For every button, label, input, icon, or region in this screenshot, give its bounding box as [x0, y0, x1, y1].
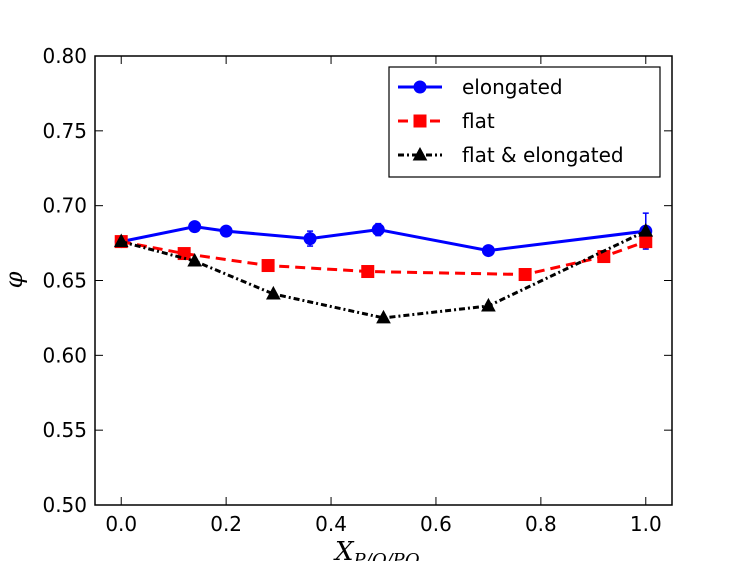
plot-frame [94, 55, 673, 506]
data-point [113, 233, 129, 248]
legend-label: elongated [462, 75, 563, 99]
y-tick-label: 0.75 [42, 119, 87, 143]
legend-entry: flat [398, 109, 495, 133]
legend-marker [413, 80, 427, 94]
data-point [481, 244, 495, 258]
legend-entries: elongated flat flat & elongated [398, 75, 624, 167]
data-point [266, 285, 281, 300]
data-point [188, 220, 202, 234]
y-tick-label: 0.70 [42, 194, 87, 218]
y-tick-label: 0.50 [42, 493, 87, 517]
legend-entry: flat & elongated [398, 143, 624, 167]
data-point [638, 223, 654, 237]
x-tick-label: 0.2 [210, 512, 242, 536]
data-point [219, 224, 233, 238]
data-point [376, 309, 391, 324]
data-point [481, 297, 496, 312]
y-tick-label: 0.55 [42, 418, 87, 442]
legend: elongated flat flat & elongated [388, 66, 661, 178]
x-tick-label: 0.6 [420, 512, 452, 536]
data-point [518, 268, 532, 282]
data-point [303, 232, 317, 246]
data-point [371, 223, 385, 237]
y-tick-label: 0.60 [42, 343, 87, 367]
data-point [187, 252, 203, 267]
series-line [120, 229, 647, 320]
x-tick-label: 0.8 [525, 512, 557, 536]
legend-marker [412, 146, 428, 161]
legend-label: flat [462, 109, 495, 133]
data-point [261, 259, 275, 273]
data-point [639, 235, 653, 249]
y-axis-label: φ [0, 271, 28, 288]
x-axis-label-subscript: P/Q/PQ [353, 550, 420, 561]
y-tick-label: 0.65 [42, 269, 87, 293]
data-point [361, 265, 375, 279]
y-tick-label: 0.80 [42, 44, 87, 68]
series-layer [113, 212, 654, 324]
legend-label: flat & elongated [462, 143, 624, 167]
x-tick-label: 0.0 [105, 512, 137, 536]
legend-entry: elongated [398, 75, 563, 99]
series-2 [113, 223, 654, 324]
legend-marker [413, 114, 427, 128]
x-tick-label: 1.0 [630, 512, 662, 536]
axis-ticks: 0.0 0.2 0.4 0.6 0.8 1.0 0.50 0.55 0.60 0.65 0.70 0.… [42, 44, 672, 536]
x-tick-label: 0.4 [315, 512, 347, 536]
x-axis-label-main: X [333, 537, 355, 561]
x-axis-label: XP/Q/PQ [333, 537, 420, 561]
